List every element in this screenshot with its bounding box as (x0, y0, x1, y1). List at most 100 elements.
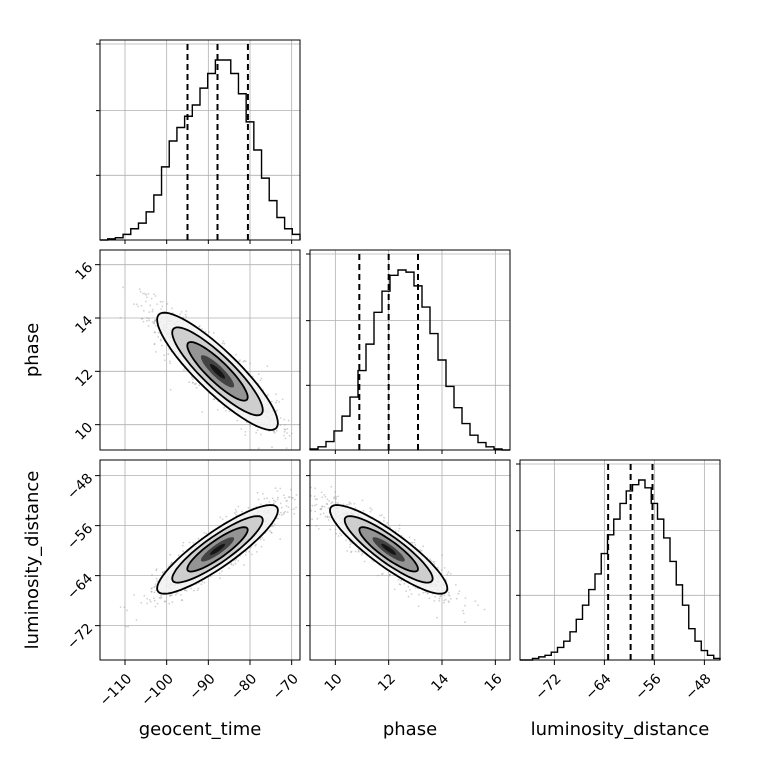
scatter-point (398, 524, 401, 527)
scatter-point (181, 599, 184, 601)
scatter-point (133, 303, 135, 305)
scatter-point (201, 411, 204, 413)
scatter-point (210, 575, 212, 578)
x-tick-label: −72 (532, 671, 564, 703)
scatter-point (277, 496, 279, 499)
scatter-point (417, 605, 420, 608)
scatter-point (449, 573, 452, 575)
scatter-point (422, 545, 425, 548)
scatter-point (418, 593, 420, 596)
scatter-point (182, 550, 185, 553)
scatter-point (256, 429, 259, 431)
scatter-point (354, 550, 357, 553)
scatter-point (326, 516, 329, 519)
scatter-point (307, 429, 309, 431)
scatter-point (143, 594, 146, 597)
panel-frame (99, 459, 301, 661)
scatter-point (142, 292, 144, 295)
scatter-point (234, 559, 236, 562)
scatter-point (254, 544, 257, 547)
scatter-point (168, 602, 171, 605)
scatter-point (301, 478, 303, 480)
scatter-point (163, 354, 166, 357)
scatter-point (345, 539, 347, 542)
scatter-point (160, 338, 162, 341)
scatter-point (284, 428, 287, 431)
scatter-point (335, 532, 338, 535)
scatter-point (266, 497, 268, 500)
panel-frame (99, 249, 301, 451)
scatter-point (272, 430, 275, 433)
scatter-point (270, 531, 273, 534)
scatter-point (163, 359, 166, 362)
scatter-point (279, 502, 282, 505)
scatter-point (283, 418, 286, 421)
scatter-point (242, 360, 245, 363)
scatter-point (126, 609, 128, 612)
scatter-point (301, 458, 303, 460)
scatter-point (270, 400, 273, 403)
scatter-point (276, 498, 279, 501)
scatter-point (150, 297, 153, 300)
scatter-point (153, 293, 156, 295)
scatter-point (295, 494, 298, 496)
y-tick-label: 16 (72, 260, 96, 284)
scatter-point (237, 560, 240, 562)
scatter-point (212, 398, 215, 401)
scatter-point (157, 336, 160, 338)
scatter-point (146, 320, 148, 322)
scatter-point (422, 592, 425, 594)
scatter-point (454, 584, 457, 586)
scatter-point (197, 587, 200, 590)
y-tick-label: 14 (72, 313, 96, 337)
density-level (209, 543, 226, 555)
scatter-point (333, 496, 336, 498)
scatter-point (399, 583, 402, 586)
scatter-point (389, 526, 391, 529)
scatter-point (160, 594, 162, 597)
scatter-point (160, 308, 163, 310)
scatter-point (260, 433, 262, 436)
scatter-point (316, 517, 319, 520)
scatter-point (348, 503, 350, 505)
scatter-point (409, 589, 411, 591)
scatter-point (169, 594, 172, 596)
scatter-point (235, 511, 238, 513)
scatter-point (228, 410, 231, 413)
scatter-point (161, 300, 164, 303)
scatter-point (259, 379, 262, 382)
scatter-point (255, 543, 257, 546)
scatter-point (283, 511, 285, 514)
scatter-point (222, 340, 225, 343)
scatter-panel-luminosity_distance-vs-geocent_time (99, 455, 328, 661)
scatter-point (436, 566, 439, 569)
scatter-point (164, 600, 167, 603)
scatter-point (146, 317, 149, 319)
scatter-point (319, 513, 322, 516)
scatter-point (223, 342, 226, 345)
scatter-point (292, 496, 294, 499)
scatter-point (154, 583, 157, 585)
scatter-point (263, 497, 266, 500)
x-tick-label: 14 (428, 671, 452, 695)
scatter-point (245, 551, 248, 553)
scatter-point (326, 455, 328, 457)
scatter-point (386, 522, 389, 524)
scatter-point (350, 550, 353, 553)
y-tick-label: −48 (64, 471, 96, 503)
scatter-point (156, 303, 159, 305)
scatter-point (148, 317, 151, 320)
scatter-point (169, 563, 172, 566)
scatter-point (127, 625, 129, 628)
scatter-point (407, 585, 410, 588)
scatter-point (243, 564, 245, 566)
scatter-point (430, 560, 433, 562)
scatter-point (314, 510, 317, 513)
scatter-point (161, 305, 164, 308)
scatter-point (381, 573, 383, 576)
scatter-point (331, 501, 334, 504)
scatter-point (448, 591, 450, 594)
scatter-point (251, 553, 253, 556)
scatter-point (154, 331, 157, 334)
contour-line (156, 504, 279, 595)
